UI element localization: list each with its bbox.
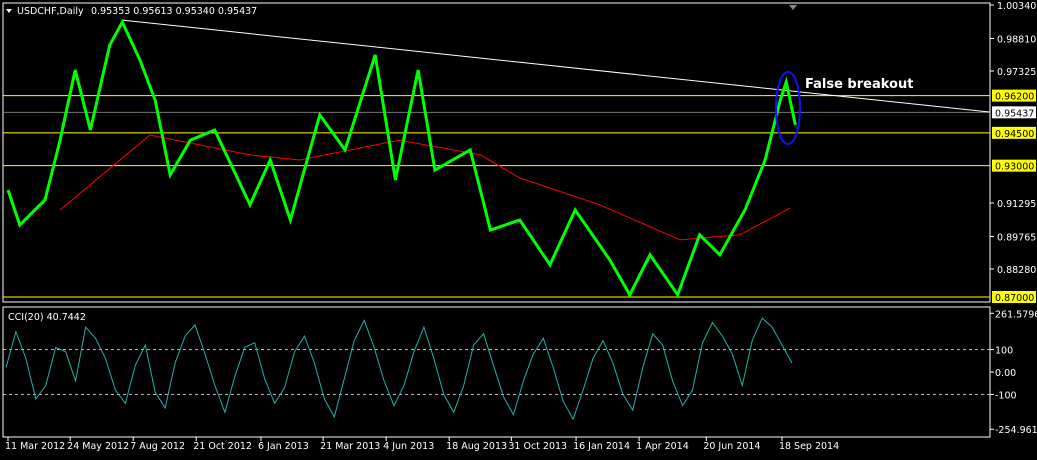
cci-tick-label: 0.00 xyxy=(995,368,1016,379)
current-price-bg xyxy=(992,106,1036,119)
y-tick-label: 0.98810 xyxy=(997,34,1036,45)
main-panel-border xyxy=(2,2,991,303)
cci-label: CCI(20) 40.7442 xyxy=(8,312,86,323)
x-tick-label: 20 Jun 2014 xyxy=(703,441,760,452)
cci-tick-label: -100 xyxy=(995,390,1017,401)
moving-average-line xyxy=(59,134,791,241)
level-label: 0.87000 xyxy=(995,293,1034,304)
shift-marker-icon[interactable] xyxy=(789,5,797,10)
breakout-ellipse xyxy=(775,71,801,145)
x-tick-label: 24 May 2012 xyxy=(67,441,129,452)
current-price-label: 0.95437 xyxy=(995,108,1034,119)
price-series-line xyxy=(6,18,797,299)
level-label: 0.96200 xyxy=(995,92,1034,103)
x-tick-label: 1 Apr 2014 xyxy=(636,441,689,452)
x-tick-label: 18 Sep 2014 xyxy=(779,441,839,452)
x-tick-label: 21 Mar 2013 xyxy=(320,441,380,452)
ohlc-label: 0.95353 0.95613 0.95340 0.95437 xyxy=(91,6,257,17)
cci-tick-label: 261.5796 xyxy=(995,309,1037,320)
x-tick-label: 31 Oct 2013 xyxy=(508,441,567,452)
cci-tick-label: -254.9616 xyxy=(995,425,1037,436)
level-label: 0.94500 xyxy=(995,129,1034,140)
level-label-bg xyxy=(992,89,1036,102)
y-tick-label: 0.89765 xyxy=(997,232,1036,243)
triangle-down-icon[interactable] xyxy=(6,9,12,13)
false-breakout-annotation: False breakout xyxy=(805,77,913,92)
cci-line xyxy=(5,317,793,421)
x-tick-label: 16 Jan 2014 xyxy=(573,441,630,452)
trendline xyxy=(122,19,990,113)
level-label-bg xyxy=(992,126,1036,139)
level-label-bg xyxy=(992,159,1036,172)
y-tick-label: 1.00340 xyxy=(997,1,1036,12)
x-tick-label: 11 Mar 2012 xyxy=(5,441,65,452)
level-label: 0.93000 xyxy=(995,162,1034,173)
symbol-label: USDCHF,Daily xyxy=(17,6,84,17)
x-tick-label: 4 Jun 2013 xyxy=(383,441,434,452)
level-label-bg xyxy=(992,291,1036,303)
x-tick-label: 6 Jan 2013 xyxy=(258,441,309,452)
cci-tick-label: 100 xyxy=(995,346,1013,357)
y-tick-label: 0.88280 xyxy=(997,265,1036,276)
x-tick-label: 7 Aug 2012 xyxy=(130,441,185,452)
y-tick-label: 0.91295 xyxy=(997,199,1036,210)
x-tick-label: 21 Oct 2012 xyxy=(193,441,252,452)
x-tick-label: 18 Aug 2013 xyxy=(446,441,507,452)
y-tick-label: 0.97325 xyxy=(997,67,1036,78)
